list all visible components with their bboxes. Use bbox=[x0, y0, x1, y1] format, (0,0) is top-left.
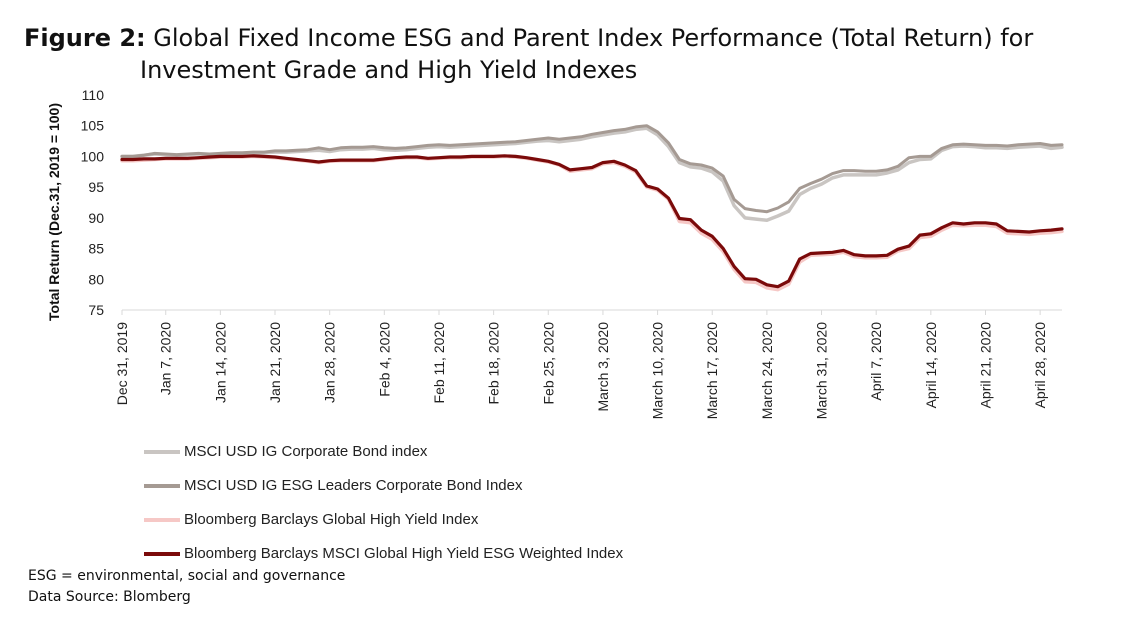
figure-title-line2: Investment Grade and High Yield Indexes bbox=[140, 56, 638, 84]
y-tick-label: 80 bbox=[88, 271, 104, 287]
legend-swatch bbox=[144, 552, 180, 556]
x-tick-label: Dec 31, 2019 bbox=[114, 322, 130, 405]
x-tick-label: April 7, 2020 bbox=[868, 322, 884, 401]
y-axis: 75 80 85 90 95 100 105 110 bbox=[81, 87, 105, 318]
chart-series bbox=[120, 124, 1064, 292]
legend-swatch bbox=[144, 518, 180, 522]
footnote-data-source: Data Source: Blomberg bbox=[28, 589, 191, 605]
x-tick-label: Jan 7, 2020 bbox=[158, 322, 174, 395]
y-tick-label: 75 bbox=[88, 302, 104, 318]
footnote-esg-definition: ESG = environmental, social and governan… bbox=[28, 568, 346, 584]
legend-label: MSCI USD IG ESG Leaders Corporate Bond I… bbox=[184, 477, 523, 494]
x-tick-label: April 28, 2020 bbox=[1032, 322, 1048, 409]
figure-title: Figure 2: Global Fixed Income ESG and Pa… bbox=[24, 22, 1114, 86]
figure-label: Figure 2: bbox=[24, 24, 146, 52]
y-tick-label: 110 bbox=[82, 87, 105, 103]
figure-title-line1: Figure 2: Global Fixed Income ESG and Pa… bbox=[24, 22, 1114, 54]
x-tick-label: March 10, 2020 bbox=[650, 322, 666, 419]
y-tick-label: 100 bbox=[81, 148, 105, 164]
figure-title-text: Global Fixed Income ESG and Parent Index… bbox=[145, 24, 1034, 52]
x-tick-label: Feb 11, 2020 bbox=[431, 322, 447, 404]
y-tick-label: 85 bbox=[88, 241, 104, 257]
x-tick-label: March 31, 2020 bbox=[814, 322, 830, 419]
legend-label: Bloomberg Barclays MSCI Global High Yiel… bbox=[184, 545, 624, 562]
footnotes: ESG = environmental, social and governan… bbox=[28, 566, 345, 608]
x-axis: Dec 31, 2019 Jan 7, 2020 Jan 14, 2020 Jan 2… bbox=[114, 309, 1062, 419]
legend-swatch bbox=[144, 484, 180, 488]
x-tick-label: Jan 14, 2020 bbox=[212, 322, 228, 403]
x-tick-label: Jan 21, 2020 bbox=[267, 322, 283, 403]
y-tick-label: 105 bbox=[81, 118, 105, 134]
series-line bbox=[120, 124, 1064, 214]
x-tick-label: April 21, 2020 bbox=[977, 322, 993, 409]
x-tick-label: April 14, 2020 bbox=[923, 322, 939, 409]
legend-label: Bloomberg Barclays Global High Yield Ind… bbox=[184, 511, 479, 528]
x-tick-label: Jan 28, 2020 bbox=[322, 322, 338, 403]
y-tick-label: 95 bbox=[88, 179, 104, 195]
legend-swatch bbox=[144, 450, 180, 454]
x-tick-label: Feb 25, 2020 bbox=[540, 322, 556, 405]
line-chart: 75 80 85 90 95 100 105 110 Dec 31, 2019 Jan 7, 2… bbox=[46, 87, 1064, 419]
x-tick-label: March 24, 2020 bbox=[759, 322, 775, 419]
x-tick-label: Feb 4, 2020 bbox=[376, 322, 392, 397]
y-tick-label: 90 bbox=[88, 210, 104, 226]
legend-label: MSCI USD IG Corporate Bond index bbox=[184, 443, 428, 460]
series-line bbox=[120, 154, 1064, 289]
x-tick-label: March 17, 2020 bbox=[704, 322, 720, 419]
y-axis-label: Total Return (Dec.31, 2019 = 100) bbox=[46, 103, 62, 321]
x-tick-label: March 3, 2020 bbox=[595, 322, 611, 412]
series-line bbox=[120, 154, 1064, 292]
series-line bbox=[120, 126, 1064, 223]
x-tick-label: Feb 18, 2020 bbox=[486, 322, 502, 405]
